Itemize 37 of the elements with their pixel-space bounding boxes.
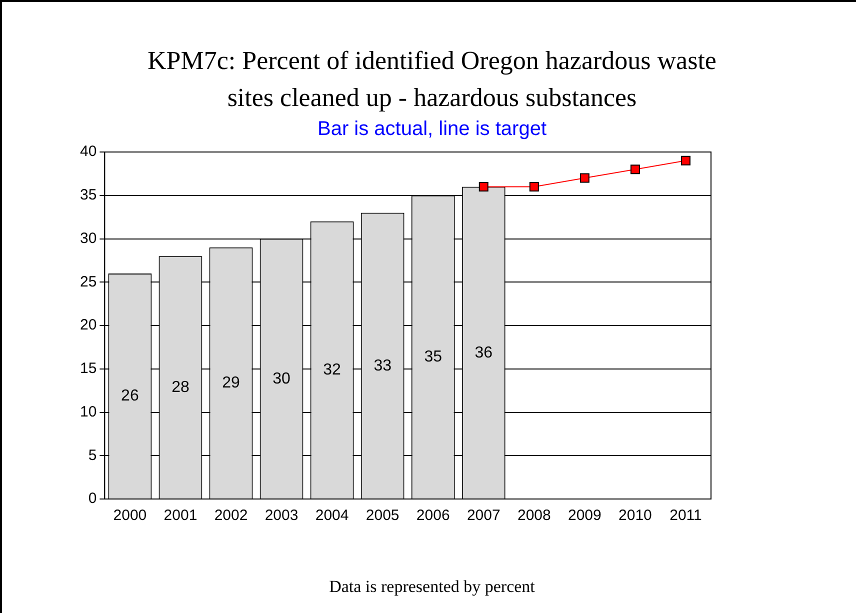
data-label: 36 [474, 344, 493, 362]
x-tick-label: 2005 [366, 507, 400, 524]
chart-title: KPM7c: Percent of identified Oregon hazardous waste sites cleaned up - hazardous substances [146, 45, 718, 114]
x-tick-label: 2003 [264, 507, 298, 524]
y-tick-label: 15 [80, 360, 97, 378]
x-tick-label: 2009 [568, 507, 602, 524]
point [580, 173, 590, 183]
x-tick-label: 2002 [214, 507, 248, 524]
y-tick-label: 10 [80, 403, 97, 420]
x-tick-label: 2004 [315, 507, 349, 524]
data-label: 26 [121, 388, 139, 405]
y-tick-label: 30 [80, 230, 97, 247]
data-label: 32 [323, 362, 342, 379]
data-label: 28 [172, 378, 190, 396]
x-tick-label: 2011 [670, 507, 702, 524]
y-tick-label: 35 [80, 186, 97, 204]
point [478, 182, 488, 192]
point [630, 164, 640, 174]
chart-subtitle: Bar is actual, line is target [316, 118, 548, 141]
y-tick-label: 25 [80, 273, 97, 290]
y-tick-label: 5 [88, 446, 97, 464]
data-label: 30 [272, 370, 291, 388]
x-tick-label: 2006 [416, 507, 450, 524]
data-label: 35 [424, 348, 442, 366]
x-tick-label: 2000 [113, 507, 147, 524]
x-tick-label: 2008 [517, 507, 551, 524]
data-label: 29 [222, 374, 240, 392]
text: Data is represented by percent [328, 577, 536, 597]
x-tick-label: 2010 [618, 507, 652, 524]
data-label: 33 [374, 357, 392, 374]
y-tick-label: 20 [80, 316, 97, 334]
x-tick-label: 2001 [164, 507, 198, 524]
point [680, 156, 690, 166]
point [529, 182, 539, 192]
x-tick-label: 2007 [466, 507, 500, 524]
y-tick-label: 40 [80, 143, 97, 160]
y-tick-label: 0 [88, 490, 97, 508]
